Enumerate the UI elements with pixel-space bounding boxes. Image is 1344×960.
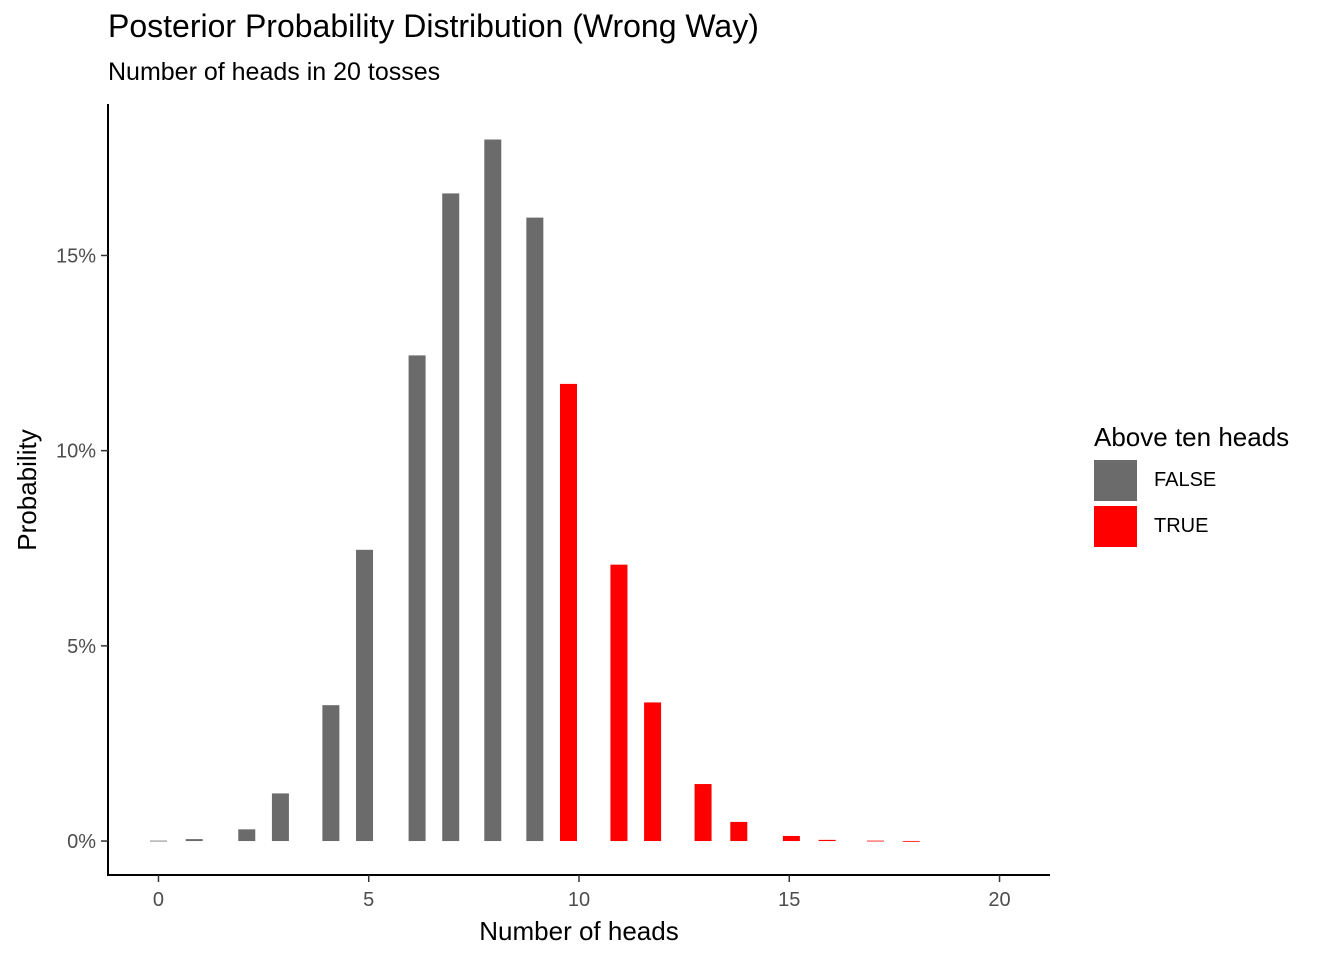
bar-8 (484, 139, 502, 842)
legend: Above ten heads FALSE TRUE (1094, 422, 1290, 547)
bar-7 (442, 193, 460, 842)
y-tick-label: 5% (67, 636, 96, 658)
chart-subtitle: Number of heads in 20 tosses (108, 58, 441, 86)
bar-12 (644, 702, 662, 842)
legend-label-true: TRUE (1154, 514, 1209, 537)
y-tick-label: 15% (56, 245, 96, 267)
bar-11 (610, 564, 628, 842)
chart-title: Posterior Probability Distribution (Wron… (108, 8, 759, 44)
bar-16 (818, 839, 836, 842)
x-tick-label: 5 (363, 889, 374, 911)
bar-3 (271, 793, 289, 842)
bar-17 (866, 840, 884, 842)
bar-1 (185, 839, 203, 842)
x-tick-label: 0 (153, 889, 164, 911)
bar-2 (238, 829, 256, 842)
y-tick-label: 10% (56, 441, 96, 463)
bar-14 (730, 821, 748, 842)
legend-item-true: TRUE (1094, 505, 1289, 547)
bar-13 (694, 784, 712, 842)
bar-15 (782, 835, 800, 842)
legend-swatch-false (1094, 459, 1137, 501)
legend-title: Above ten heads (1094, 422, 1290, 452)
bar-10 (559, 383, 577, 842)
x-tick-label: 20 (988, 889, 1010, 911)
x-ticks: 0 5 10 15 20 (153, 875, 1011, 911)
bars-layer (149, 139, 920, 842)
legend-item-false: FALSE (1094, 459, 1289, 501)
y-tick-label: 0% (67, 831, 96, 853)
bar-0 (149, 840, 167, 842)
y-ticks: 0% 5% 10% 15% (56, 245, 108, 853)
legend-label-false: FALSE (1154, 468, 1217, 491)
bar-18 (902, 840, 920, 842)
bar-6 (408, 355, 426, 842)
bar-5 (356, 549, 374, 842)
y-axis-title: Probability (12, 429, 42, 550)
x-tick-label: 15 (778, 889, 800, 911)
bar-9 (526, 217, 544, 842)
bar-4 (322, 705, 340, 842)
legend-swatch-true (1094, 505, 1137, 547)
x-tick-label: 10 (568, 889, 590, 911)
x-axis-title: Number of heads (479, 916, 678, 946)
